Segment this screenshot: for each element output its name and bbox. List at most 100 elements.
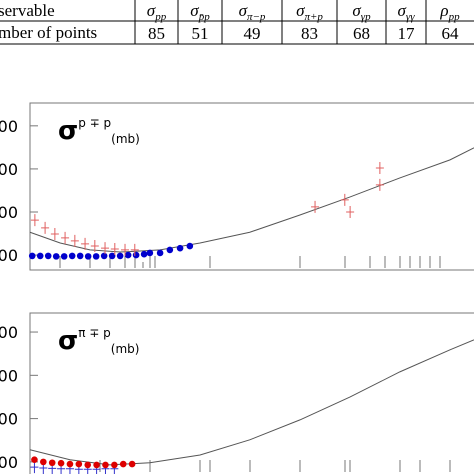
chart-label: σp ∓ p(mb) — [58, 116, 140, 146]
data-point — [92, 253, 100, 260]
data-point — [146, 249, 154, 257]
header-symbol: σ — [190, 1, 199, 20]
data-point — [68, 252, 76, 260]
data-point — [128, 460, 136, 468]
data-point — [375, 162, 384, 175]
label-symbol: σ — [58, 116, 78, 146]
data-point — [93, 461, 100, 469]
y-tick-label: 00 — [0, 410, 18, 429]
data-point — [57, 459, 65, 467]
data-point — [81, 237, 90, 250]
data-point — [311, 200, 320, 213]
data-point — [121, 243, 130, 256]
data-point — [130, 243, 139, 256]
header-symbol: ρ — [439, 1, 448, 20]
data-point — [31, 456, 38, 464]
column-header: σγγ — [397, 1, 415, 23]
data-point — [60, 253, 68, 260]
data-point — [48, 459, 56, 467]
data-point — [36, 252, 44, 260]
label-subscript: (mb) — [111, 132, 140, 146]
y-tick-label: 00 — [0, 366, 18, 385]
count-cell: 51 — [192, 24, 209, 43]
label-superscript: π ∓ p — [78, 326, 111, 340]
data-point — [61, 231, 70, 244]
data-point — [110, 243, 119, 256]
data-point — [119, 460, 127, 468]
data-point — [116, 252, 124, 260]
row-header: servable — [0, 1, 55, 20]
data-point — [101, 242, 110, 255]
count-cell: 64 — [442, 24, 460, 43]
data-point — [156, 249, 164, 257]
count-cell: 68 — [353, 24, 370, 43]
data-point — [346, 205, 355, 218]
row-header: mber of points — [0, 23, 97, 42]
y-tick-label: 00 — [0, 160, 18, 179]
data-point — [44, 252, 52, 260]
data-point — [84, 253, 92, 260]
column-header: σp̄p — [190, 1, 210, 23]
data-point — [176, 244, 184, 252]
data-point — [40, 458, 47, 466]
data-point — [28, 252, 36, 260]
fit-curve — [29, 147, 474, 253]
data-point — [100, 252, 108, 260]
data-point — [84, 461, 92, 469]
data-point — [76, 252, 84, 260]
data-point — [30, 214, 39, 227]
y-tick-label: 00 — [0, 246, 18, 265]
data-point — [111, 461, 118, 469]
data-point — [124, 251, 132, 259]
y-tick-label: 00 — [0, 117, 18, 136]
y-tick-label: 00 — [0, 323, 18, 342]
header-subscript: π−p — [247, 11, 266, 23]
plot-frame — [29, 312, 474, 474]
header-subscript: pp — [154, 11, 167, 23]
data-point — [132, 251, 140, 259]
column-header: σpp — [147, 1, 167, 23]
data-point — [340, 193, 349, 206]
count-cell: 49 — [244, 24, 261, 43]
data-point — [75, 460, 83, 468]
header-symbol: σ — [397, 1, 406, 20]
header-subscript: γγ — [406, 11, 415, 23]
column-header: σπ+p — [296, 1, 323, 23]
column-header: ρpp — [439, 1, 460, 23]
data-point — [108, 252, 116, 260]
chart-label: σπ ∓ p(mb) — [58, 326, 139, 356]
data-point — [70, 234, 79, 247]
label-symbol: σ — [58, 326, 78, 356]
data-point — [186, 242, 194, 250]
header-symbol: σ — [147, 1, 156, 20]
data-point — [30, 461, 39, 474]
y-tick-label: 00 — [0, 453, 18, 472]
header-symbol: σ — [296, 1, 305, 20]
data-point — [90, 240, 99, 253]
count-cell: 83 — [301, 24, 318, 43]
data-point — [375, 178, 384, 191]
header-symbol: σ — [352, 1, 361, 20]
data-point — [41, 221, 50, 234]
count-cell: 85 — [148, 24, 165, 43]
count-cell: 17 — [398, 24, 416, 43]
data-point — [66, 460, 74, 468]
header-subscript: p̄p — [198, 11, 211, 23]
column-header: σγp — [352, 1, 371, 23]
label-subscript: (mb) — [111, 342, 140, 356]
header-symbol: σ — [239, 1, 248, 20]
header-subscript: π+p — [304, 11, 323, 23]
label-superscript: p ∓ p — [78, 116, 111, 130]
header-subscript: γp — [361, 11, 371, 23]
column-header: σπ−p — [239, 1, 266, 23]
data-point — [50, 227, 59, 240]
data-point — [166, 246, 174, 254]
header-subscript: pp — [448, 11, 461, 23]
y-tick-label: 00 — [0, 203, 18, 222]
data-point — [102, 461, 109, 469]
data-point — [140, 250, 148, 258]
fit-curve — [29, 339, 474, 466]
plot-frame — [29, 102, 474, 271]
